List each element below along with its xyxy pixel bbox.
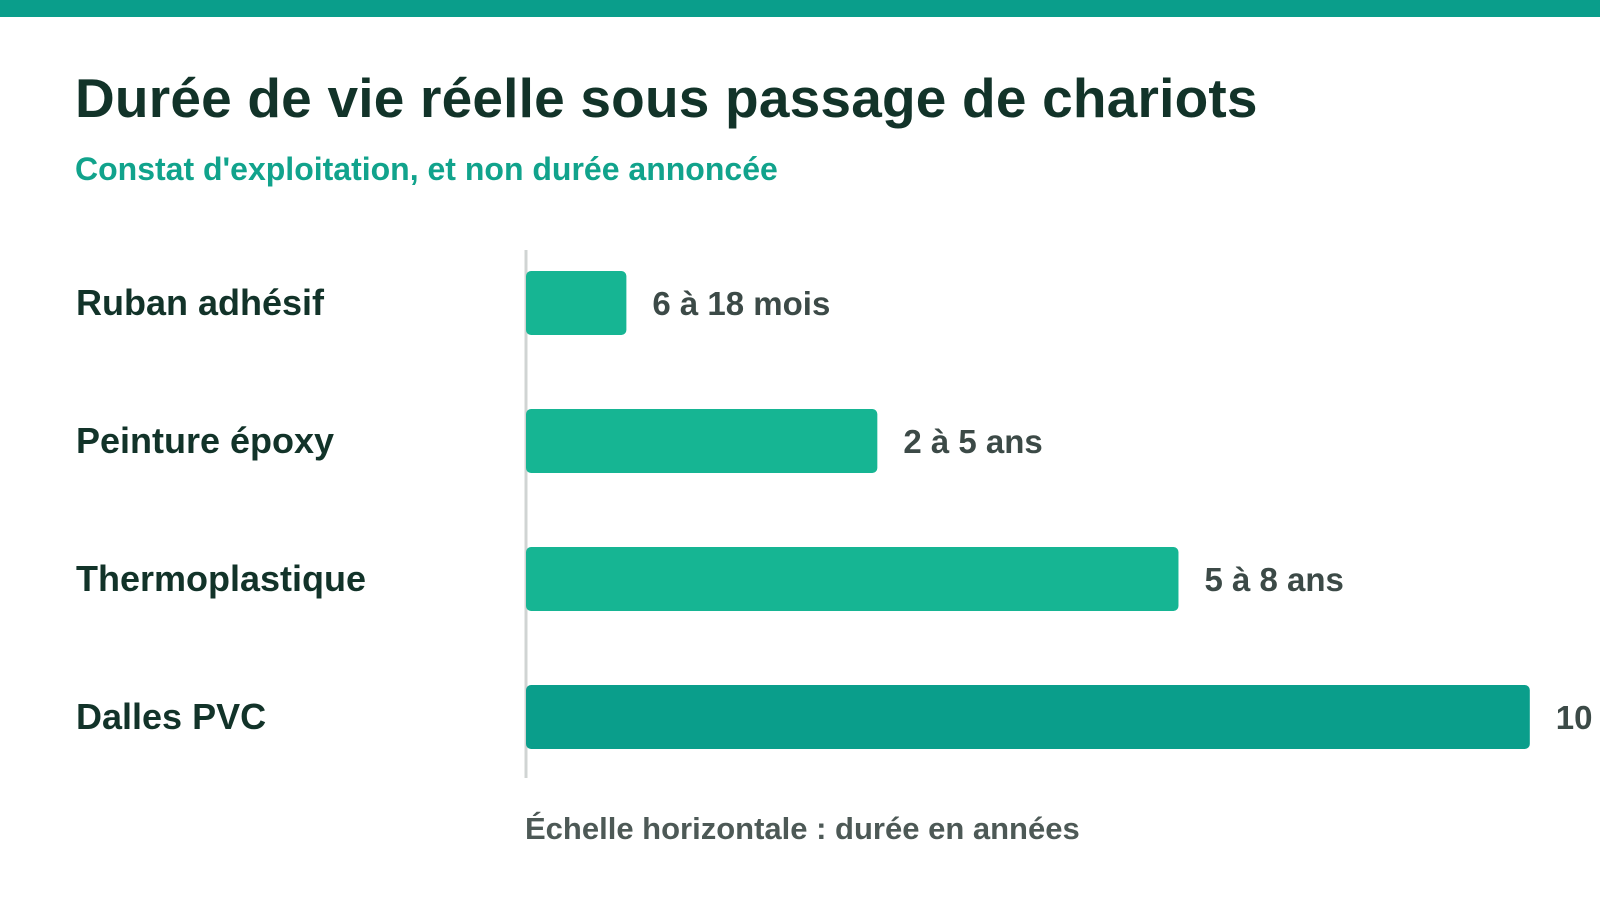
value-label: 6 à 18 mois	[652, 285, 830, 322]
top-accent-bar	[0, 0, 1600, 17]
category-label: Dalles PVC	[76, 696, 266, 737]
bar	[526, 271, 627, 335]
category-label: Thermoplastique	[76, 558, 366, 599]
chart-subtitle: Constat d'exploitation, et non durée ann…	[75, 151, 778, 187]
scale-footnote: Échelle horizontale : durée en années	[525, 811, 1080, 846]
bar-chart: Ruban adhésif 6 à 18 mois Peinture époxy 2 …	[76, 250, 1600, 778]
bar	[526, 685, 1530, 749]
value-label: 5 à 8 ans	[1204, 561, 1343, 598]
value-label: 2 à 5 ans	[903, 423, 1042, 460]
value-label: 10 ans +	[1556, 699, 1600, 736]
chart-title: Durée de vie réelle sous passage de char…	[75, 67, 1258, 129]
bar	[526, 409, 878, 473]
category-label: Peinture époxy	[76, 420, 334, 461]
category-label: Ruban adhésif	[76, 282, 325, 323]
bar	[526, 547, 1179, 611]
